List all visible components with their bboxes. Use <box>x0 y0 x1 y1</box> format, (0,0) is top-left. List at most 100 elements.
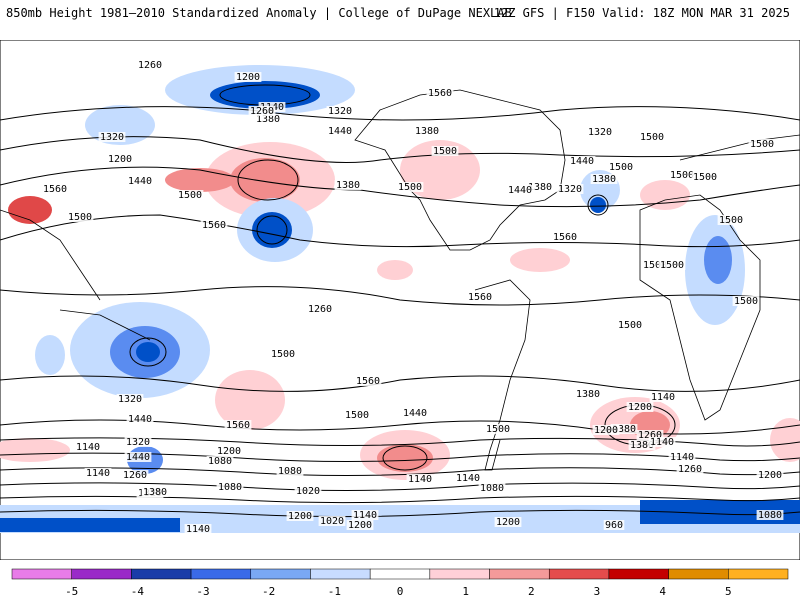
contour-label-bg <box>406 474 434 484</box>
contour-label-bg <box>396 182 424 192</box>
contour-label-bg <box>184 524 212 534</box>
contour-label-bg <box>306 304 334 314</box>
anomaly-neg-atlantic-core <box>590 197 606 213</box>
colorbar-swatch <box>71 568 132 580</box>
contour-label: 1380 <box>592 174 616 185</box>
contour-label: 1500 <box>618 320 642 331</box>
contour-label: 1500 <box>750 139 774 150</box>
contour-label: 1320 <box>328 106 352 117</box>
contour-label-bg <box>286 511 314 521</box>
contour-label: 1500 <box>640 132 664 143</box>
map-title: 850mb Height 1981–2010 Standardized Anom… <box>6 6 512 20</box>
contour-label: 1560 <box>226 420 250 431</box>
contour-label-bg <box>717 215 745 225</box>
contour-label-bg <box>215 446 243 456</box>
contour-label-bg <box>200 220 228 230</box>
contour-label-bg <box>610 424 638 434</box>
contour-label-bg <box>648 437 676 447</box>
contour-label: 1500 <box>693 172 717 183</box>
contour-label-bg <box>668 170 696 180</box>
contour-label: 1500 <box>178 190 202 201</box>
contour-label-bg <box>74 442 102 452</box>
contour-1260-s <box>0 467 800 477</box>
colorbar-swatch <box>310 568 371 580</box>
anomaly-map: 1260120011401380126013201440132012001440… <box>0 40 800 560</box>
contour-label-bg <box>590 174 618 184</box>
contour-label: 1200 <box>108 154 132 165</box>
anomaly-pos-west-edge <box>0 438 70 462</box>
contour-label-bg <box>592 425 620 435</box>
contour-label: 1080 <box>218 482 242 493</box>
colorbar-tick-label: 2 <box>528 585 535 598</box>
contour-label: 1380 <box>336 180 360 191</box>
contour-label-bg <box>41 184 69 194</box>
contour-label-bg <box>126 176 154 186</box>
contour-label: 1560 <box>202 220 226 231</box>
colorbar-tick-label: 0 <box>397 585 404 598</box>
contour-low-hawaii <box>256 215 288 245</box>
anomaly-pos-pacific-w <box>165 168 235 192</box>
contour-label-bg <box>556 184 584 194</box>
colorbar-swatch <box>548 568 610 580</box>
contour-label-bg <box>98 132 126 142</box>
contour-label: 960 <box>605 520 623 531</box>
contour-label: 1500 <box>670 170 694 181</box>
contour-1560 <box>0 286 800 306</box>
contour-label-bg <box>691 172 719 182</box>
contour-label: 1560 <box>428 88 452 99</box>
contour-label: 1500 <box>643 260 667 271</box>
contour-low-spac <box>129 337 167 367</box>
contour-label: 1320 <box>126 437 150 448</box>
colorbar-swatch <box>429 568 490 580</box>
contour-label-bg <box>466 292 494 302</box>
anomaly-neg-south-pacific-core <box>136 342 160 362</box>
contour-label-bg <box>658 260 686 270</box>
anomaly-pos-pacific-core <box>230 158 300 202</box>
colorbar-tick-label: -2 <box>262 585 275 598</box>
contour-label-bg <box>668 452 696 462</box>
contour-label-bg <box>603 520 625 530</box>
contour-high-satl <box>382 445 428 471</box>
contour-low-atl <box>587 194 609 216</box>
contour-label-bg <box>732 296 760 306</box>
colorbar: -5 -4 -3 -2 -1 0 1 2 3 4 5 <box>11 568 789 598</box>
contour-label-bg <box>124 437 152 447</box>
contour-label: 1140 <box>670 452 694 463</box>
anomaly-pos-east-edge <box>770 418 800 462</box>
anomaly-pos-south-pacific <box>215 370 285 430</box>
anomaly-pos-mexico <box>377 260 413 280</box>
colorbar-swatch <box>250 568 311 580</box>
contour-label: 1020 <box>320 516 344 527</box>
contour-label: 1500 <box>433 146 457 157</box>
colorbar-tick-label: -5 <box>65 585 78 598</box>
contour-label-bg <box>136 60 164 70</box>
colorbar-swatch <box>489 568 550 580</box>
contour-label-bg <box>638 132 666 142</box>
contour-label: 1440 <box>570 156 594 167</box>
colorbar-swatch <box>728 568 789 580</box>
contour-label: 1140 <box>76 442 100 453</box>
contour-label-bg <box>641 260 669 270</box>
contour-label: 1380 <box>143 487 167 498</box>
anomaly-pos-south-core <box>377 444 433 472</box>
contour-label: 1020 <box>296 486 320 497</box>
colorbar-swatch <box>369 568 431 580</box>
contour-label-bg <box>121 470 149 480</box>
contour-label-bg <box>426 88 454 98</box>
contour-label: 1140 <box>353 510 377 521</box>
contour-label-bg <box>649 392 677 402</box>
colorbar-tick-label: 4 <box>659 585 666 598</box>
contour-label: 1500 <box>486 424 510 435</box>
contour-label: 1380 <box>576 389 600 400</box>
contour-label-bg <box>354 376 382 386</box>
contour-label-bg <box>607 162 635 172</box>
europe-coast <box>679 134 800 161</box>
contour-label: 1200 <box>288 511 312 522</box>
contour-label: 1560 <box>356 376 380 387</box>
contour-label: 1380 <box>612 424 636 435</box>
contour-label-bg <box>248 106 276 116</box>
colorbar-tick-label: 3 <box>594 585 601 598</box>
contour-label: 1260 <box>123 470 147 481</box>
anomaly-neg-far-west <box>35 335 65 375</box>
africa-coast <box>639 194 761 421</box>
